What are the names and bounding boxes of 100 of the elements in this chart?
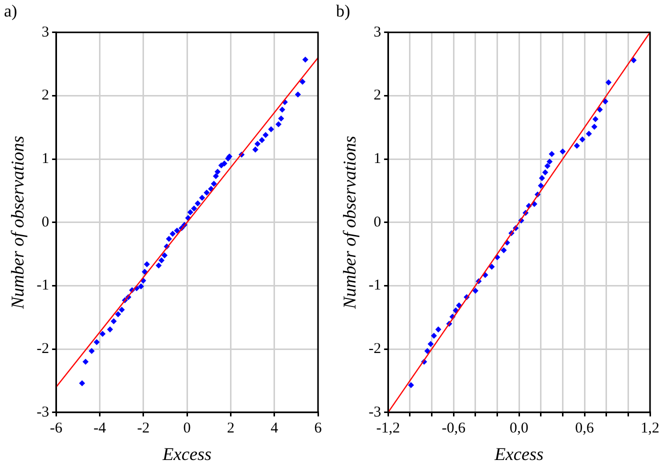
point	[144, 261, 150, 267]
x-tick-label: -0,6	[442, 420, 466, 436]
point	[88, 348, 94, 354]
y-axis-title: Number of observations	[8, 136, 28, 310]
y-tick-label: 2	[374, 88, 382, 104]
y-tick-label: -1	[36, 278, 50, 294]
point	[252, 146, 258, 152]
point	[488, 264, 495, 270]
point	[142, 269, 148, 275]
point	[174, 228, 180, 234]
x-tick-label: -1,2	[376, 420, 400, 436]
x-tick-label: 0	[183, 420, 191, 436]
point	[276, 121, 282, 128]
point	[452, 308, 459, 314]
point	[602, 98, 608, 104]
point	[544, 163, 550, 169]
point	[597, 106, 603, 112]
point	[408, 382, 414, 388]
point	[191, 206, 197, 212]
point	[211, 180, 217, 187]
point	[162, 252, 168, 258]
point	[300, 79, 306, 85]
point	[424, 348, 430, 354]
point	[279, 106, 286, 112]
point	[213, 173, 219, 179]
chart-title: b)	[336, 2, 350, 21]
y-tick-label: 2	[42, 88, 50, 104]
point	[278, 116, 284, 122]
point	[586, 130, 592, 137]
point	[254, 141, 260, 147]
point	[539, 175, 545, 181]
y-tick-label: -3	[36, 404, 50, 420]
y-tick-label: -2	[36, 341, 50, 358]
point	[166, 236, 172, 242]
y-tick-label: -3	[368, 404, 382, 420]
point	[79, 380, 85, 386]
point	[94, 339, 100, 345]
x-tick-label: 0,6	[575, 420, 594, 436]
point	[302, 56, 308, 62]
point	[107, 326, 113, 332]
point	[295, 92, 301, 98]
chart-title: a)	[4, 2, 18, 21]
point	[156, 262, 162, 268]
point	[82, 358, 88, 365]
point	[188, 209, 194, 216]
point	[532, 201, 538, 207]
x-tick-label: -2	[137, 420, 150, 436]
point	[538, 182, 544, 188]
point	[580, 136, 586, 142]
point	[118, 307, 125, 313]
point	[560, 148, 566, 154]
point	[592, 116, 598, 122]
y-tick-label: 0	[374, 214, 382, 230]
point	[194, 200, 201, 206]
y-tick-label: -2	[368, 341, 382, 358]
x-tick-label: 2	[226, 420, 234, 436]
point	[262, 132, 268, 138]
point	[482, 272, 488, 278]
point	[158, 258, 164, 264]
point	[456, 302, 462, 308]
point	[199, 194, 205, 200]
y-tick-label: 1	[42, 151, 50, 168]
y-tick-label: 3	[374, 24, 382, 40]
point	[259, 137, 265, 143]
point	[431, 332, 437, 339]
point	[546, 158, 552, 164]
x-tick-label: -4	[93, 420, 106, 436]
x-tick-label: 4	[270, 420, 279, 436]
x-axis-title: Excess	[494, 444, 544, 464]
point	[268, 126, 274, 132]
point	[500, 247, 507, 254]
point	[592, 124, 598, 130]
point	[218, 162, 224, 168]
point	[542, 170, 548, 176]
x-axis-title: Excess	[162, 444, 212, 464]
x-tick-label: 6	[314, 420, 322, 436]
point	[204, 190, 210, 196]
x-tick-label: -6	[50, 420, 63, 436]
point	[110, 318, 117, 324]
y-tick-label: -1	[368, 278, 382, 294]
y-tick-label: 1	[374, 151, 382, 168]
point	[100, 331, 106, 337]
point	[115, 311, 121, 318]
point	[548, 151, 555, 157]
y-tick-label: 3	[42, 24, 50, 40]
x-tick-label: 1,2	[640, 420, 660, 436]
y-tick-label: 0	[42, 214, 50, 230]
y-axis-title: Number of observations	[340, 136, 360, 310]
point	[472, 288, 478, 294]
point	[170, 231, 176, 237]
x-tick-label: 0,0	[510, 420, 528, 436]
point	[606, 80, 612, 86]
point	[428, 341, 434, 347]
point	[208, 186, 214, 192]
point	[222, 160, 228, 166]
point	[138, 284, 144, 290]
point	[630, 57, 636, 64]
point	[574, 142, 580, 149]
point	[214, 168, 220, 175]
point	[435, 326, 442, 332]
